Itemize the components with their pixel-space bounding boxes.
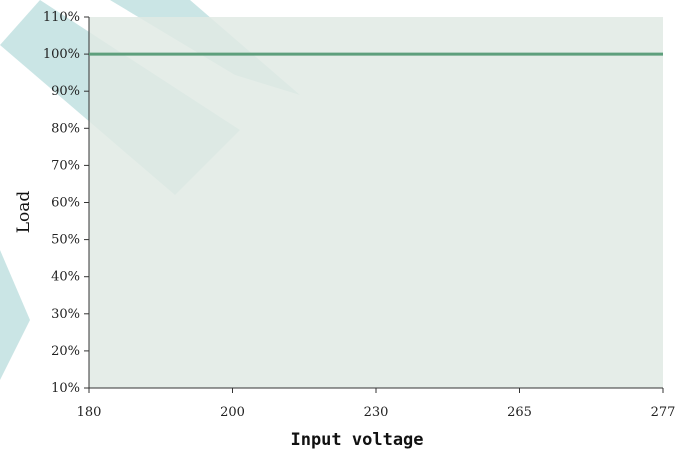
y-axis-title: Load bbox=[14, 191, 34, 234]
y-axis-ticks: 10% 20% 30% 40% 50% 60% 70% 80% 90% 100% 110% bbox=[43, 10, 89, 396]
y-tick-label: 40% bbox=[51, 270, 80, 285]
y-tick-label: 80% bbox=[51, 121, 80, 136]
y-tick-label: 90% bbox=[51, 84, 80, 99]
x-axis-title: Input voltage bbox=[290, 430, 423, 450]
watermark-band-left bbox=[0, 250, 30, 380]
y-tick-label: 60% bbox=[51, 196, 80, 211]
x-axis-ticks: 180 200 230 265 277 bbox=[77, 388, 676, 420]
y-tick-label: 10% bbox=[51, 381, 80, 396]
x-tick-label: 200 bbox=[220, 405, 245, 420]
x-tick-label: 265 bbox=[507, 405, 532, 420]
y-tick-label: 30% bbox=[51, 307, 80, 322]
x-tick-label: 180 bbox=[77, 405, 102, 420]
x-tick-label: 230 bbox=[364, 405, 389, 420]
y-tick-label: 70% bbox=[51, 158, 80, 173]
y-tick-label: 50% bbox=[51, 233, 80, 248]
x-tick-label: 277 bbox=[651, 405, 676, 420]
y-tick-label: 100% bbox=[43, 47, 80, 62]
y-tick-label: 110% bbox=[43, 10, 80, 25]
plot-area bbox=[89, 17, 663, 388]
y-tick-label: 20% bbox=[51, 344, 80, 359]
